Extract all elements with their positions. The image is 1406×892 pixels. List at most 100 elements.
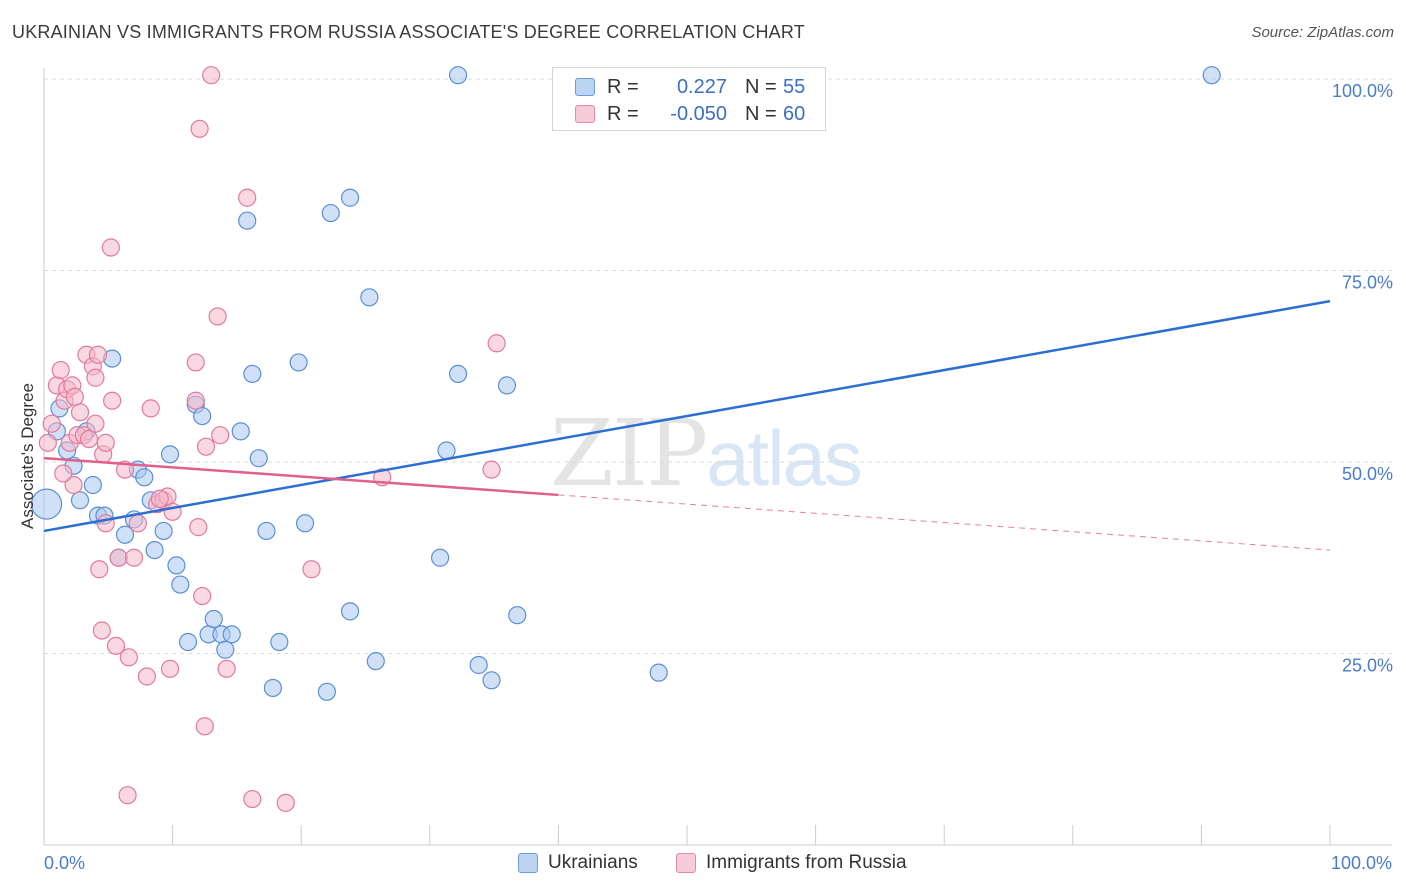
immigrants-russia-point: [90, 560, 109, 579]
ukrainians-point: [437, 441, 456, 460]
immigrants-russia-point: [302, 560, 321, 579]
immigrants-russia-point: [276, 793, 295, 812]
ukrainians-point: [270, 632, 289, 652]
ukrainians-point: [154, 521, 173, 541]
immigrants-russia-point: [137, 667, 156, 686]
immigrants-russia-point: [160, 659, 180, 678]
ukrainians-point: [204, 609, 223, 629]
correlation-legend: R = 0.227 N = 55 R = -0.050 N = 60: [552, 67, 826, 131]
immigrants-russia-trend-line-dashed: [558, 494, 1331, 551]
immigrants-russia-point: [109, 548, 128, 567]
immigrants-russia-point: [190, 119, 209, 138]
ukrainians-point: [30, 488, 63, 520]
ukrainians-point: [497, 376, 517, 395]
y-tick-label-25: 25.0%: [1342, 656, 1393, 676]
axes: [43, 68, 1392, 846]
ukrainians-point: [508, 606, 527, 625]
immigrants-russia-point: [86, 414, 105, 433]
legend-item-immigrants-russia[interactable]: Immigrants from Russia: [676, 852, 907, 874]
ukrainians-point: [167, 556, 186, 575]
ukrainians-point: [448, 364, 468, 384]
ukrainians-point: [243, 364, 262, 384]
legend-r-value: 0.227: [676, 75, 727, 98]
ukrainians-point: [193, 406, 212, 426]
legend-label-ukrainians: Ukrainians: [548, 852, 638, 873]
immigrants-russia-point: [54, 464, 73, 483]
ukrainians-point: [263, 678, 283, 698]
immigrants-russia-point: [193, 586, 212, 606]
ukrainians-point: [135, 468, 154, 487]
ukrainians-point: [649, 663, 668, 682]
immigrants-russia-point: [487, 334, 506, 353]
immigrants-russia-point: [186, 391, 205, 410]
immigrants-russia-trend-line: [43, 456, 559, 497]
ukrainians-point: [238, 211, 257, 230]
immigrants-russia-point: [51, 360, 70, 380]
legend-swatch-pink: [575, 105, 595, 123]
immigrants-russia-point: [96, 514, 115, 533]
y-tick-labels: 25.0% 50.0% 75.0% 100.0%: [1332, 81, 1393, 676]
legend-n-label: N =: [745, 102, 777, 125]
immigrants-russia-point: [86, 368, 105, 387]
grid-lines: [44, 78, 1392, 654]
immigrants-russia-point: [88, 345, 108, 364]
ukrainians-point: [1202, 66, 1221, 85]
ukrainians-point: [160, 445, 180, 464]
ukrainians-point: [257, 521, 276, 541]
ukrainians-point: [171, 575, 190, 594]
ukrainians-point: [317, 682, 337, 701]
series-legend: Ukrainians Immigrants from Russia: [0, 852, 1406, 878]
immigrants-russia-point: [128, 514, 147, 533]
legend-swatch-blue: [575, 78, 595, 96]
legend-r-label: R =: [607, 75, 639, 98]
ukrainians-point: [295, 514, 315, 533]
immigrants-russia-point: [103, 391, 122, 410]
immigrants-russia-point: [101, 238, 120, 257]
immigrants-russia-point: [92, 621, 111, 640]
source-label: Source: ZipAtlas.com: [1251, 24, 1394, 41]
ukrainians-point: [222, 625, 241, 644]
y-tick-label-75: 75.0%: [1342, 273, 1393, 293]
trend-lines: [43, 299, 1331, 551]
y-axis-title: Associate's Degree: [18, 383, 37, 529]
ukrainians-point: [448, 66, 468, 85]
immigrants-russia-point: [208, 307, 227, 326]
immigrants-russia-point: [118, 786, 137, 805]
immigrants-russia-point: [238, 188, 257, 207]
ukrainians-points: [30, 66, 1221, 701]
ukrainians-point: [115, 525, 135, 544]
immigrants-russia-point: [482, 460, 501, 479]
ukrainians-point: [145, 540, 164, 560]
immigrants-russia-point: [150, 489, 169, 508]
legend-item-ukrainians[interactable]: Ukrainians: [518, 852, 638, 874]
legend-n-value: 55: [783, 75, 806, 98]
immigrants-russia-point: [196, 437, 216, 456]
immigrants-russia-point: [64, 475, 83, 495]
legend-n-label: N =: [745, 75, 777, 98]
immigrants-russia-point: [211, 426, 230, 445]
immigrants-russia-point: [243, 789, 262, 809]
ukrainians-point: [366, 652, 385, 671]
immigrants-russia-point: [119, 648, 138, 667]
immigrants-russia-point: [141, 399, 160, 418]
immigrants-russia-point: [96, 433, 115, 452]
ukrainians-point: [249, 449, 268, 468]
immigrants-russia-point: [42, 414, 61, 433]
legend-row-immigrants: R = -0.050 N = 60: [575, 101, 805, 127]
ukrainians-trend-line: [43, 299, 1331, 533]
legend-label-immigrants-russia: Immigrants from Russia: [706, 852, 907, 873]
immigrants-russia-point: [186, 353, 205, 372]
chart-title: UKRAINIAN VS IMMIGRANTS FROM RUSSIA ASSO…: [12, 22, 805, 42]
immigrants-russia-point: [195, 717, 214, 736]
ukrainians-point: [289, 353, 308, 372]
legend-r-value: -0.050: [670, 102, 727, 125]
immigrants-russia-point: [124, 548, 144, 567]
watermark-atlas: atlas: [706, 414, 863, 502]
ukrainians-point: [321, 203, 340, 223]
ukrainians-point: [178, 632, 198, 652]
y-tick-label-50: 50.0%: [1342, 464, 1393, 484]
immigrants-russia-point: [202, 66, 221, 85]
ukrainians-point: [83, 475, 102, 495]
ukrainians-point: [340, 188, 360, 207]
immigrants-russia-point: [106, 636, 126, 655]
